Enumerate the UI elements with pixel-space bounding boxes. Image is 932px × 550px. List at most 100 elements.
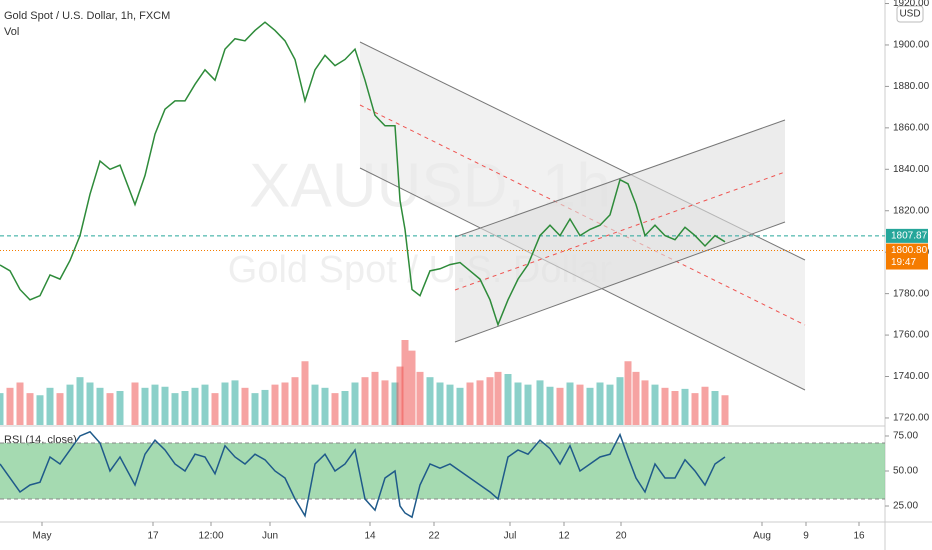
volume-bar: [616, 377, 624, 425]
x-tick-label: Jun: [262, 531, 278, 542]
volume-bar: [76, 377, 84, 425]
volume-bar: [651, 384, 659, 425]
channel-mid: [454, 171, 786, 291]
currency[interactable]: USD: [899, 9, 920, 20]
volume-bar: [586, 387, 594, 425]
x-tick-label: 12: [558, 531, 570, 542]
volume-bar: [301, 361, 309, 425]
volume-bar: [331, 393, 339, 425]
channel-fill: [455, 120, 785, 342]
vol-label: Vol: [4, 26, 19, 38]
volume-bar: [446, 384, 454, 425]
volume-bar: [476, 380, 484, 425]
volume-bar: [251, 393, 259, 425]
volume-bar: [0, 393, 4, 425]
volume-bar: [486, 377, 494, 425]
chart-title: Gold Spot / U.S. Dollar, 1h, FXCM: [4, 10, 170, 22]
volume-bar: [391, 382, 399, 425]
volume-bar: [401, 340, 409, 425]
volume-bar: [436, 382, 444, 425]
volume-bar: [231, 380, 239, 425]
volume-bar: [341, 391, 349, 425]
volume-bar: [241, 387, 249, 425]
volume-bar: [456, 387, 464, 425]
currency-box[interactable]: [896, 5, 924, 23]
volume-bar: [171, 393, 179, 425]
volume-bar: [371, 371, 379, 425]
volume-bar: [596, 382, 604, 425]
series-line: [0, 430, 726, 519]
x-tick-label: Aug: [753, 531, 771, 542]
volume-bar: [131, 382, 139, 425]
volume-bar: [211, 393, 219, 425]
volume-bar: [661, 387, 669, 425]
x-tick-label: 16: [853, 531, 865, 542]
volume-bar: [201, 384, 209, 425]
y-tick-label: 1900.00: [893, 40, 930, 51]
volume-bar: [691, 393, 699, 425]
channel-line: [454, 119, 786, 238]
volume-bar: [671, 391, 679, 425]
volume-bar: [546, 386, 554, 425]
volume-bar: [351, 382, 359, 425]
volume-bar: [116, 391, 124, 425]
x-tick-label: 12:00: [198, 531, 223, 542]
volume-bar: [721, 395, 729, 425]
y-tick-label: 1740.00: [893, 371, 930, 382]
volume-bar: [426, 377, 434, 425]
x-tick-label: 20: [615, 531, 627, 542]
volume-bar: [624, 361, 632, 425]
x-tick-label: Jul: [504, 531, 517, 542]
volume-bar: [494, 371, 502, 425]
y-tick-label: 25.00: [893, 501, 918, 512]
y-tick-label: 1760.00: [893, 330, 930, 341]
volume-bar: [36, 395, 44, 425]
volume-bar: [556, 387, 564, 425]
y-tick-label: 1860.00: [893, 122, 930, 133]
y-tick-label: 1820.00: [893, 205, 930, 216]
volume-bar: [632, 371, 640, 425]
volume-bar: [191, 387, 199, 425]
volume-bar: [221, 382, 229, 425]
x-tick-label: 9: [803, 531, 809, 542]
series-line: [0, 21, 726, 327]
x-tick-label: 22: [428, 531, 440, 542]
volume-bar: [701, 386, 709, 425]
volume-bar: [56, 393, 64, 425]
volume-bar: [271, 384, 279, 425]
y-tick-label: 1920.00: [893, 0, 930, 9]
volume-bar: [141, 387, 149, 425]
volume-bar: [576, 384, 584, 425]
y-tick-label: 1840.00: [893, 164, 930, 175]
volume-bar: [321, 387, 329, 425]
volume-bar: [6, 387, 14, 425]
volume-bar: [291, 377, 299, 425]
y-tick-label: 75.00: [893, 431, 918, 442]
volume-bar: [466, 382, 474, 425]
price-label: 1807.87: [891, 231, 928, 242]
rsi-band: [0, 442, 885, 499]
volume-bar: [504, 374, 512, 425]
x-tick-label: 17: [147, 531, 159, 542]
price-label-box: [886, 228, 928, 243]
volume-bar: [96, 387, 104, 425]
volume-bar: [524, 384, 532, 425]
volume-bar: [181, 391, 189, 425]
y-tick-label: 50.00: [893, 466, 918, 477]
volume-bar: [16, 382, 24, 425]
volume-bar: [408, 350, 416, 425]
channel-line: [454, 221, 786, 343]
volume-bar: [681, 388, 689, 425]
volume-bar: [106, 393, 114, 425]
volume-bar: [311, 384, 319, 425]
volume-bar: [26, 393, 34, 425]
volume-bar: [151, 384, 159, 425]
x-tick-label: May: [33, 531, 52, 542]
y-tick-label: 1720.00: [893, 413, 930, 424]
volume-bar: [261, 389, 269, 425]
y-tick-label: 1780.00: [893, 288, 930, 299]
volume-bar: [381, 380, 389, 425]
x-tick-label: 14: [364, 531, 376, 542]
price-label: 1800.80: [891, 245, 928, 256]
volume-bar: [514, 382, 522, 425]
